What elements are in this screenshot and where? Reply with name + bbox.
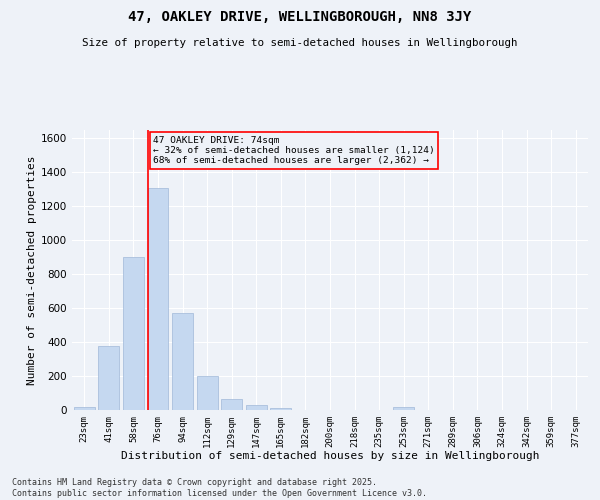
- X-axis label: Distribution of semi-detached houses by size in Wellingborough: Distribution of semi-detached houses by …: [121, 452, 539, 462]
- Text: Size of property relative to semi-detached houses in Wellingborough: Size of property relative to semi-detach…: [82, 38, 518, 48]
- Bar: [271, 408, 292, 410]
- Bar: [246, 405, 267, 410]
- Bar: [221, 399, 242, 410]
- Bar: [123, 258, 144, 410]
- Bar: [393, 408, 414, 410]
- Text: 47, OAKLEY DRIVE, WELLINGBOROUGH, NN8 3JY: 47, OAKLEY DRIVE, WELLINGBOROUGH, NN8 3J…: [128, 10, 472, 24]
- Bar: [172, 314, 193, 410]
- Bar: [74, 406, 95, 410]
- Text: 47 OAKLEY DRIVE: 74sqm
← 32% of semi-detached houses are smaller (1,124)
68% of : 47 OAKLEY DRIVE: 74sqm ← 32% of semi-det…: [154, 136, 435, 166]
- Bar: [98, 346, 119, 410]
- Bar: [148, 188, 169, 410]
- Y-axis label: Number of semi-detached properties: Number of semi-detached properties: [27, 155, 37, 385]
- Bar: [197, 376, 218, 410]
- Text: Contains HM Land Registry data © Crown copyright and database right 2025.
Contai: Contains HM Land Registry data © Crown c…: [12, 478, 427, 498]
